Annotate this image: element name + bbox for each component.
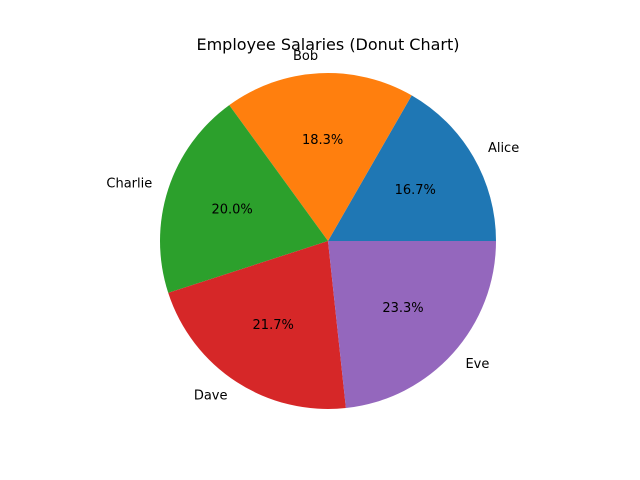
slice-value-label: 20.0%	[211, 202, 252, 217]
slice-value-label: 21.7%	[253, 318, 294, 333]
slice-category-label: Dave	[194, 389, 228, 404]
pie-slice-alice	[328, 95, 496, 241]
slice-value-label: 16.7%	[395, 183, 436, 198]
slice-value-label: 18.3%	[302, 133, 343, 148]
slice-category-label: Bob	[293, 49, 318, 64]
slice-category-label: Charlie	[106, 176, 152, 191]
slice-category-label: Eve	[465, 357, 489, 372]
slice-value-label: 23.3%	[382, 301, 423, 316]
chart-title: Employee Salaries (Donut Chart)	[196, 35, 459, 54]
pie-slice-eve	[328, 241, 496, 409]
pie-slice-bob	[229, 73, 412, 242]
pie-slice-charlie	[160, 105, 328, 293]
pie-slice-dave	[168, 241, 346, 409]
pie-slices	[160, 73, 496, 409]
pie-labels: 16.7% Alice 18.3% Bob 20.0% Charlie 21.7% Dave 2…	[106, 49, 519, 404]
slice-category-label: Alice	[488, 141, 519, 156]
